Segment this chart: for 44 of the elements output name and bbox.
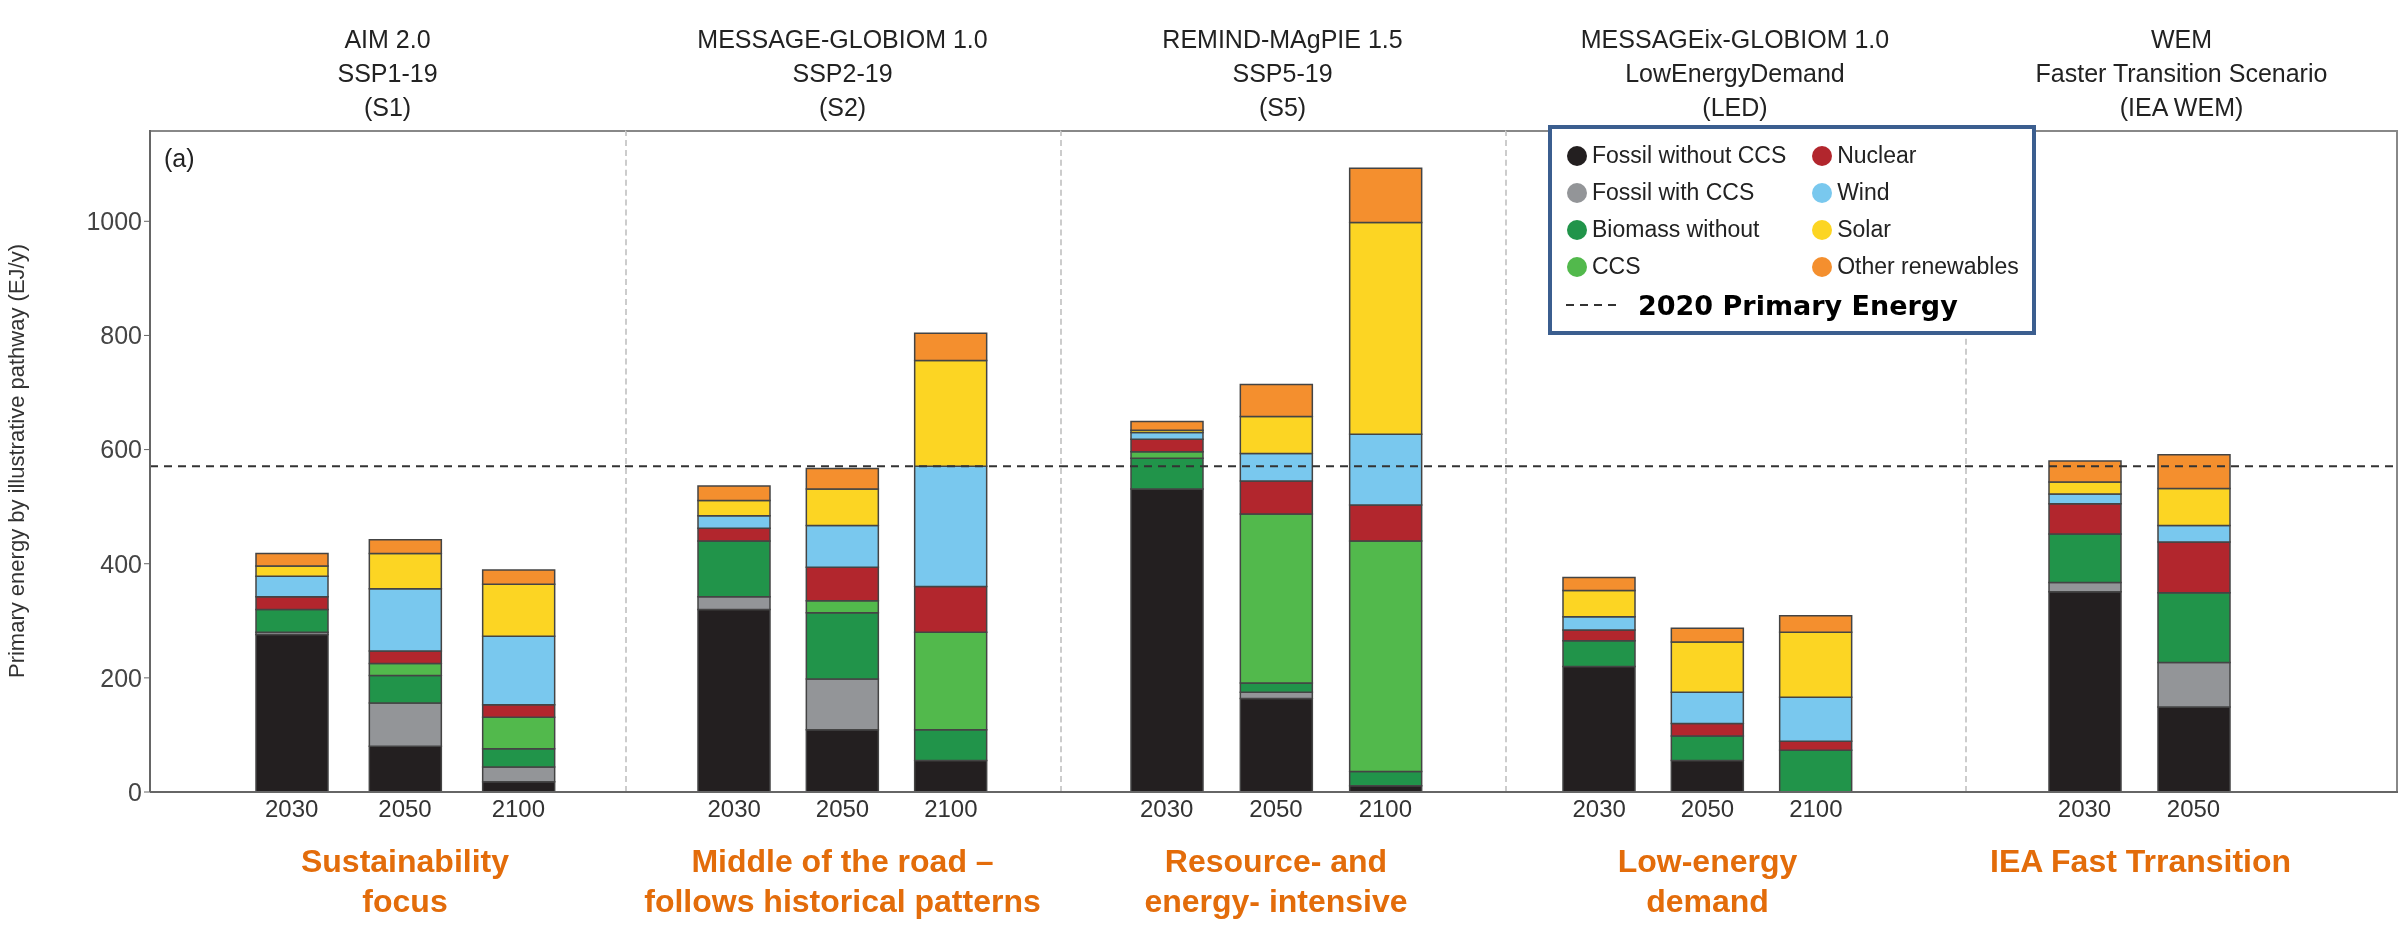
legend-label: Nuclear (1837, 142, 1917, 169)
y-tick-label: 600 (100, 435, 142, 464)
legend-label: 2020 Primary Energy (1638, 289, 1958, 321)
y-axis-title: Primary energy by illustrative pathway (EJ/y) (3, 243, 29, 679)
x-tick-label: 2100 (1789, 795, 1843, 823)
chart-title: WEM Faster Transition Scenario (IEA WEM) (2035, 24, 2328, 123)
x-tick-label: 2050 (2166, 795, 2221, 823)
legend-label: Fossil with CCS (1592, 179, 1755, 206)
x-tick-label: 2100 (491, 795, 546, 823)
legend-label: Biomass without (1592, 216, 1760, 243)
x-tick-label: 2030 (2057, 795, 2112, 823)
x-tick-label: 2030 (1139, 795, 1194, 823)
x-axis-title: Middle of the road – follows historical patterns (643, 842, 1042, 921)
x-tick-label: 2030 (264, 795, 319, 823)
legend-label: Other renewables (1837, 253, 2019, 280)
x-tick-label: 2050 (378, 795, 432, 823)
y-tick-label: 800 (100, 321, 142, 350)
x-tick-label: 2030 (707, 795, 761, 823)
x-axis-title: Low-energy demand (1616, 842, 1799, 921)
x-tick-label: 2100 (924, 795, 978, 823)
x-tick-label: 2050 (1249, 795, 1303, 823)
y-tick-label: 0 (128, 777, 142, 806)
x-tick-label: 2030 (1572, 795, 1626, 823)
bar (1130, 420, 1204, 431)
chart-title: AIM 2.0 SSP1-19 (S1) (337, 24, 438, 123)
x-tick-label: 2050 (815, 795, 870, 823)
x-tick-label: 2050 (1680, 795, 1735, 823)
legend-label: Wind (1837, 179, 1890, 206)
chart-title: MESSAGE-GLOBIOM 1.0 SSP2-19 (S2) (697, 24, 988, 123)
bar (1239, 697, 1314, 792)
legend-label: CCS (1592, 253, 1641, 280)
bar (255, 633, 329, 792)
legend-label: Solar (1837, 216, 1891, 243)
x-tick-label: 2100 (1358, 795, 1413, 823)
chart-title: REMIND-MAgPIE 1.5 SSP5-19 (S5) (1162, 24, 1403, 123)
y-tick-label: 200 (100, 663, 142, 692)
annotation: (a) (164, 144, 195, 173)
y-tick-label: 400 (100, 549, 142, 578)
x-axis-title: Resource- and energy- intensive (1143, 842, 1409, 921)
x-axis-title: Sustainability focus (299, 842, 510, 921)
x-axis-title: IEA Fast Trransition (1990, 842, 2292, 881)
y-tick-label: 1000 (86, 207, 142, 236)
chart-title: MESSAGEix-GLOBIOM 1.0 LowEnergyDemand (LED) (1580, 24, 1890, 123)
legend-label: Fossil without CCS (1592, 142, 1787, 169)
